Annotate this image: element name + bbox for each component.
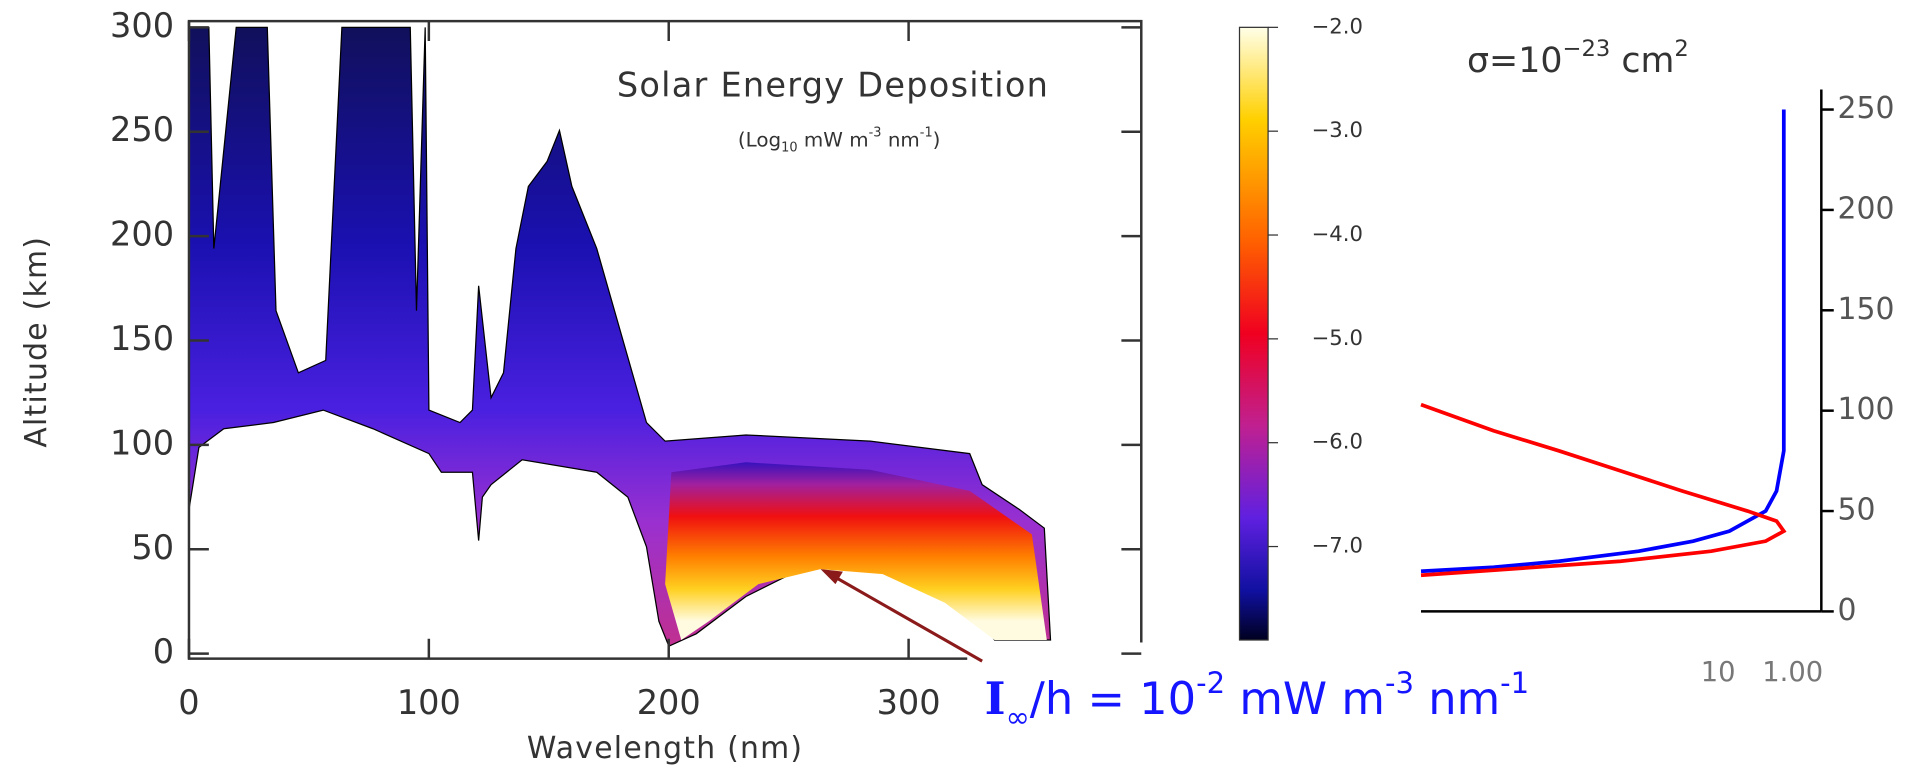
y-axis-label: Altitude (km) — [19, 236, 54, 448]
y-tick-label: 250 — [110, 110, 174, 149]
line-series — [1420, 109, 1786, 574]
annotation: I∞/h = 10-2 mW m-3 nm-1 — [985, 666, 1530, 734]
y-tick-label: 150 — [1837, 292, 1894, 327]
text-part: ∞ — [1006, 700, 1030, 734]
x-tick-label: 100 — [397, 683, 461, 722]
x-axis-label: Wavelength (nm) — [527, 731, 803, 766]
text-part: -3 — [1385, 666, 1414, 700]
x-tick-label: 1.00 — [1762, 657, 1823, 688]
y-tick-label: 100 — [110, 423, 174, 462]
colorbar-tick-label: −4.0 — [1312, 221, 1363, 246]
y-tick-label: 150 — [110, 319, 174, 358]
y-tick-label: 100 — [1837, 392, 1894, 427]
text-part: nm — [882, 128, 920, 151]
colorbar-tick-label: −6.0 — [1312, 429, 1363, 454]
text-part: cm — [1610, 41, 1674, 81]
text-part: ) — [933, 128, 941, 151]
y-tick-label: 0 — [153, 632, 174, 671]
text-part: −23 — [1563, 36, 1611, 62]
x-tick-label: 300 — [877, 683, 941, 722]
text-part: /h = 10 — [1030, 672, 1196, 725]
colorbar-tick-label: −5.0 — [1312, 325, 1363, 350]
y-tick-label: 50 — [1837, 493, 1875, 528]
y-tick-label: 250 — [1837, 91, 1894, 126]
x-tick-label: 200 — [637, 683, 701, 722]
text-part: -1 — [1500, 666, 1529, 700]
deposition-hot-region — [665, 462, 1047, 640]
text-part: nm — [1414, 672, 1500, 725]
y-tick-label: 300 — [110, 6, 174, 45]
text-part: I — [985, 672, 1006, 725]
annotation-arrowhead — [820, 569, 843, 585]
x-tick-label: 10 — [1701, 657, 1736, 688]
colorbar-tick-label: −7.0 — [1312, 533, 1363, 558]
y-tick-label: 50 — [131, 528, 174, 567]
y-tick-label: 200 — [110, 215, 174, 254]
x-tick-label: 0 — [178, 683, 199, 722]
text-part: -3 — [869, 125, 882, 140]
text-part: (Log — [738, 128, 781, 151]
panel-title: σ=10−23 cm2 — [1467, 36, 1689, 81]
colorbar-tick-label: −3.0 — [1312, 117, 1363, 142]
colorbar — [1238, 26, 1269, 641]
text-part: mW m — [1225, 672, 1385, 725]
text-part: σ=10 — [1467, 41, 1563, 81]
text-part: -1 — [920, 125, 933, 140]
y-tick-label: 0 — [1837, 593, 1856, 628]
annotation-arrow — [824, 570, 983, 663]
text-part: 2 — [1674, 36, 1688, 62]
chart-subtitle: (Log10 mW m-3 nm-1) — [738, 125, 941, 155]
line-series — [1420, 402, 1787, 578]
text-part: mW m — [798, 128, 869, 151]
annotation-box — [967, 642, 1420, 744]
text-part: 10 — [781, 140, 797, 155]
chart-title: Solar Energy Deposition — [617, 65, 1049, 104]
y-tick-label: 200 — [1837, 191, 1894, 226]
colorbar-tick-label: −2.0 — [1312, 13, 1363, 38]
text-part: -2 — [1196, 666, 1225, 700]
